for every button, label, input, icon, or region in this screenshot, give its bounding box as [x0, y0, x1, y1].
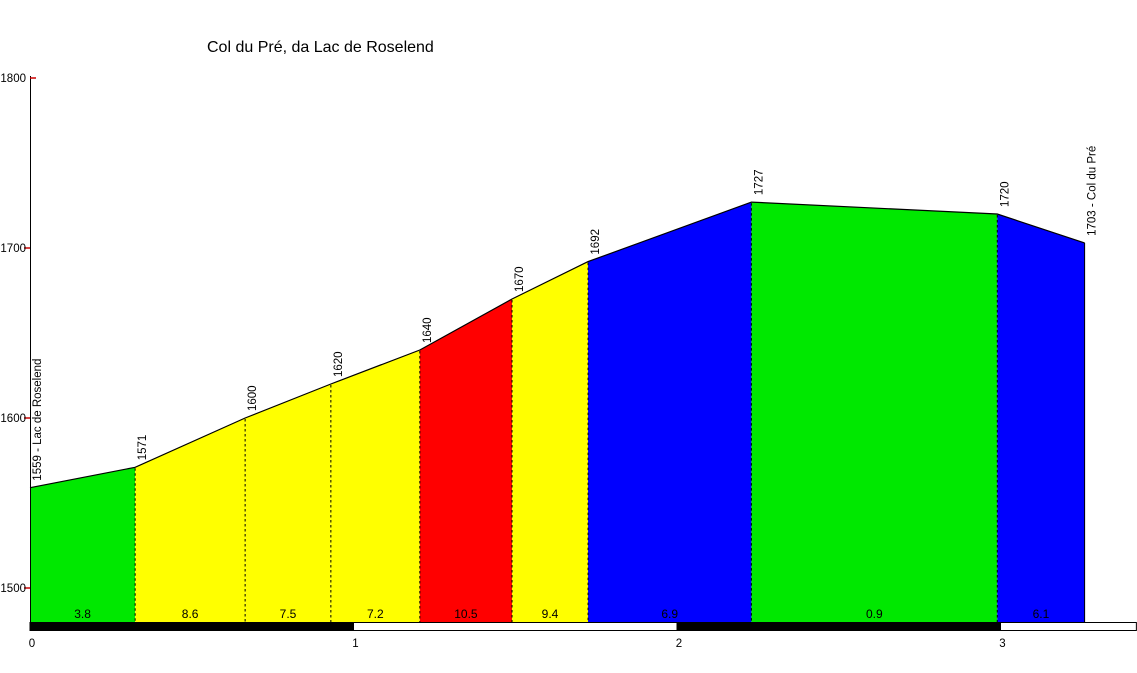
x-tick-label: 0	[29, 638, 35, 650]
gradient-label: 10.5	[454, 607, 478, 621]
elevation-label: 1640	[422, 317, 434, 343]
gradient-label: 8.6	[182, 607, 199, 621]
elevation-label: 1670	[514, 266, 526, 292]
gradient-segment-blue	[588, 202, 752, 622]
gradient-segment-yellow	[135, 418, 246, 622]
gradient-label: 6.9	[661, 607, 678, 621]
gradient-segment-green	[30, 467, 136, 622]
profile-line	[29, 201, 1085, 489]
km-bar-band-white	[1000, 622, 1137, 631]
x-tick-label: 1	[352, 638, 358, 650]
y-tick-label: 1800	[0, 73, 26, 85]
gradient-percent-labels: 3.8 8.6 7.5 7.2 10.5 9.4 6.9 0.9 6.1	[74, 607, 1049, 621]
gradient-label: 3.8	[74, 607, 91, 621]
gradient-label: 9.4	[542, 607, 559, 621]
y-axis-tick-marks	[24, 77, 36, 589]
gradient-segment-green	[751, 202, 998, 622]
y-axis-tick-labels: 1500 1600 1700 1800	[0, 73, 26, 595]
x-tick-label: 3	[999, 638, 1005, 650]
x-axis-tick-labels: 0 1 2 3	[29, 638, 1006, 650]
gradient-segment-blue	[997, 214, 1085, 622]
gradient-label: 0.9	[866, 607, 883, 621]
km-bar	[29, 622, 1137, 631]
elevation-label-summit: 1703 - Col du Pré	[1087, 146, 1099, 236]
x-tick-label: 2	[676, 638, 682, 650]
elevation-label: 1692	[590, 229, 602, 255]
y-tick-label: 1500	[0, 583, 26, 595]
km-bar-band-black	[676, 622, 1001, 631]
gradient-segment-yellow	[245, 384, 331, 622]
gradient-label: 7.2	[367, 607, 384, 621]
segment-boundaries	[134, 203, 998, 622]
gradient-segments	[30, 202, 1085, 622]
elevation-label: 1571	[137, 435, 149, 461]
km-bar-band-black	[29, 622, 354, 631]
gradient-segment-red	[419, 299, 513, 622]
chart-title: Col du Pré, da Lac de Roselend	[207, 39, 434, 56]
gradient-label: 6.1	[1033, 607, 1050, 621]
elevation-label: 1727	[753, 170, 765, 196]
elevation-label-start: 1559 - Lac de Roselend	[32, 359, 44, 481]
y-tick-label: 1600	[0, 413, 26, 425]
gradient-segment-yellow	[330, 350, 420, 622]
elevation-point-labels: 1559 - Lac de Roselend 1571 1600 1620 16…	[32, 146, 1099, 481]
elevation-label: 1720	[999, 181, 1011, 207]
gradient-label: 7.5	[280, 607, 297, 621]
y-tick-label: 1700	[0, 243, 26, 255]
elevation-label: 1620	[333, 351, 345, 377]
km-bar-band-white	[353, 622, 678, 631]
gradient-segment-yellow	[512, 261, 589, 622]
elevation-label: 1600	[247, 385, 259, 411]
